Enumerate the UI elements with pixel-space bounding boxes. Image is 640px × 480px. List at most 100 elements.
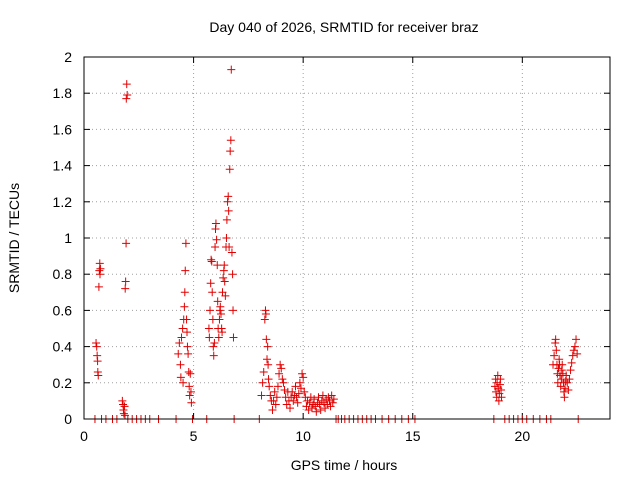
- data-point: [270, 387, 279, 396]
- data-point: [219, 273, 228, 282]
- chart-title: Day 040 of 2026, SRMTID for receiver bra…: [209, 19, 478, 35]
- data-point: [307, 404, 316, 413]
- y-axis-label: SRMTID / TECUs: [6, 183, 22, 293]
- data-point: [183, 328, 192, 337]
- data-point: [295, 378, 304, 387]
- data-point: [207, 257, 216, 266]
- axes: 00.20.40.60.811.21.41.61.820 5 10 15 20: [53, 49, 610, 444]
- data-point: [496, 375, 505, 384]
- data-point: [222, 215, 231, 224]
- data-point: [551, 335, 560, 344]
- data-point: [123, 91, 132, 100]
- x-tick-label: 5: [190, 428, 198, 444]
- data-point: [211, 219, 220, 228]
- data-point: [228, 270, 237, 279]
- data-point: [224, 192, 233, 201]
- data-point: [121, 284, 130, 293]
- data-point: [564, 386, 573, 395]
- data-point: [261, 310, 270, 319]
- data-point: [220, 261, 229, 270]
- plot-frame: [83, 56, 611, 420]
- data-point: [206, 279, 215, 288]
- data-point: [329, 395, 338, 404]
- data-point: [497, 393, 506, 402]
- data-point: [222, 234, 231, 242]
- data-point: [272, 393, 281, 402]
- data-point: [279, 378, 288, 387]
- data-point: [561, 384, 570, 393]
- y-tick-label: 1.4: [53, 158, 73, 174]
- data-point: [570, 342, 579, 351]
- data-point: [310, 395, 319, 404]
- data-point: [94, 282, 103, 291]
- data-point: [299, 373, 308, 382]
- data-point: [223, 197, 232, 206]
- data-point: [181, 239, 190, 248]
- data-point: [212, 235, 221, 244]
- data-point: [216, 302, 225, 311]
- data-point: [174, 349, 183, 358]
- data-point: [550, 351, 559, 360]
- data-point: [316, 405, 325, 414]
- data-point: [293, 398, 302, 407]
- data-point: [264, 375, 273, 384]
- data-point: [318, 391, 327, 400]
- data-point: [213, 297, 222, 306]
- data-point: [178, 324, 187, 333]
- y-tick-label: 1: [64, 230, 72, 246]
- y-tick-label: 0.6: [53, 302, 73, 318]
- data-point: [225, 165, 234, 174]
- data-point: [187, 398, 196, 407]
- data-point: [275, 369, 284, 378]
- y-tick-label: 0.4: [53, 339, 73, 355]
- data-point: [229, 306, 238, 315]
- data-point: [260, 315, 269, 324]
- data-point: [552, 346, 561, 355]
- data-point: [265, 382, 274, 391]
- data-point: [209, 351, 218, 360]
- data-point: [271, 400, 280, 409]
- y-tick-label: 2: [64, 49, 72, 65]
- data-point: [312, 407, 321, 416]
- data-point: [95, 259, 104, 268]
- data-point: [96, 264, 105, 273]
- data-point: [179, 378, 188, 387]
- data-point: [565, 375, 574, 384]
- x-tick-label: 15: [405, 428, 421, 444]
- data-point: [304, 405, 313, 414]
- data-point: [205, 333, 214, 342]
- x-tick-label: 0: [80, 428, 88, 444]
- data-point: [216, 310, 225, 319]
- data-point: [263, 342, 272, 351]
- data-point: [226, 136, 235, 145]
- data-point: [262, 335, 271, 344]
- data-point: [92, 342, 101, 351]
- data-point: [328, 398, 337, 407]
- data-point: [572, 335, 581, 344]
- data-point: [184, 349, 193, 358]
- data-point: [263, 355, 272, 364]
- data-point: [558, 369, 567, 378]
- data-point: [266, 391, 275, 400]
- data-point: [119, 409, 128, 418]
- data-point: [573, 349, 582, 358]
- data-point: [289, 396, 298, 405]
- data-point: [122, 80, 131, 89]
- data-point: [175, 338, 184, 347]
- data-point: [215, 315, 224, 324]
- data-point: [229, 333, 238, 342]
- data-point: [273, 382, 282, 391]
- x-tick-label: 10: [295, 428, 311, 444]
- data-point: [563, 378, 572, 387]
- data-point: [177, 333, 186, 342]
- data-point: [176, 360, 185, 369]
- x-axis-label: GPS time / hours: [291, 457, 398, 473]
- data-point: [258, 378, 267, 387]
- data-point: [180, 288, 189, 297]
- data-point: [92, 338, 101, 347]
- data-point: [562, 371, 571, 380]
- data-point: [300, 387, 309, 396]
- x-tick-label: 20: [515, 428, 531, 444]
- data-point: [314, 393, 323, 402]
- data-point: [325, 396, 334, 405]
